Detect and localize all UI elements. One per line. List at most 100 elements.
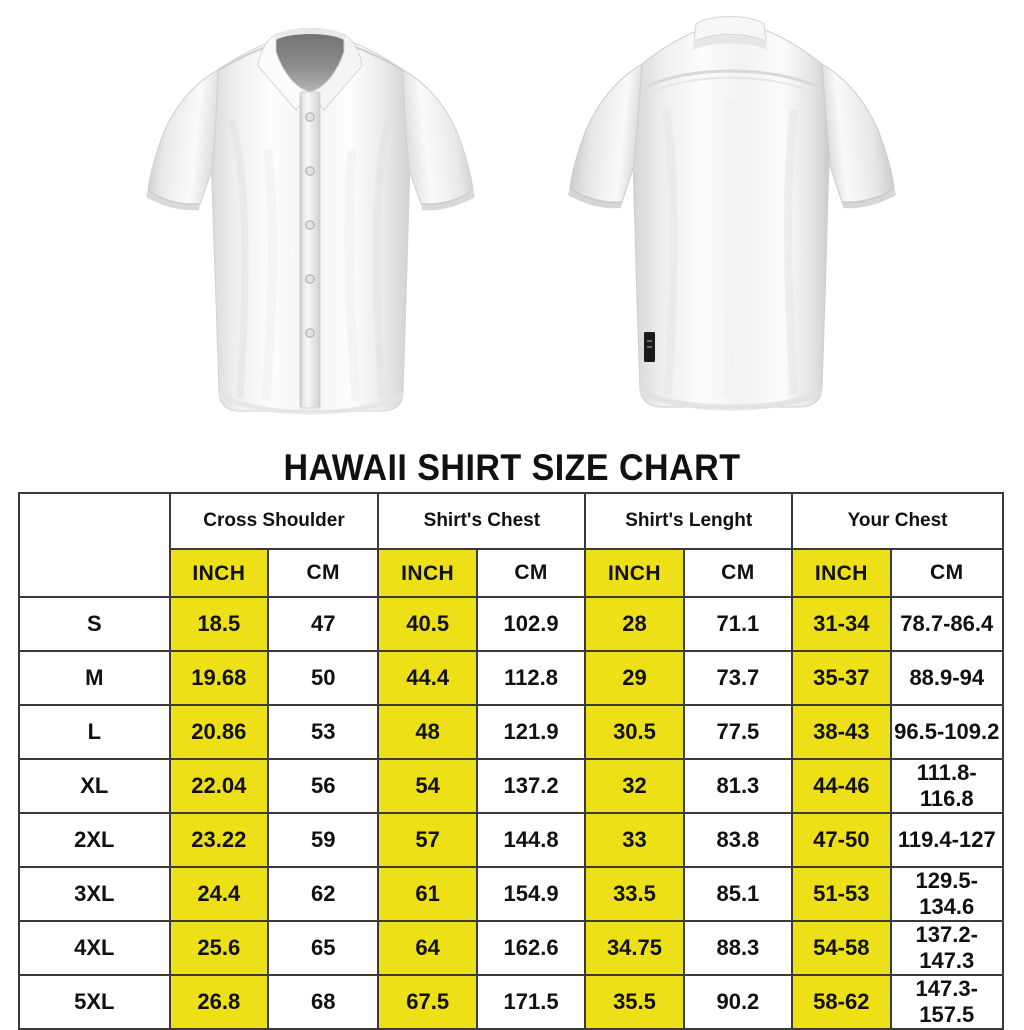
- cell-value: 30.5: [586, 706, 683, 758]
- group-header-shirts-chest: Shirt's Chest: [377, 492, 587, 550]
- group-header-shirts-length: Shirt's Lenght: [584, 492, 794, 550]
- shirt-button: [305, 112, 315, 122]
- cell-shirts-chest-cm: 144.8: [475, 812, 587, 868]
- shirt-front-right-sleeve: [402, 69, 474, 205]
- cell-your-chest-inch: 35-37: [791, 650, 892, 706]
- shirt-back-yoke-stitch: [651, 76, 813, 93]
- cell-cross-shoulder-inch: 24.4: [168, 866, 270, 922]
- cell-value: 28: [586, 598, 683, 650]
- shirt-collar-band: [276, 28, 344, 40]
- unit-header-cross-shoulder-cm: CM: [266, 548, 380, 598]
- size-label-cell: 2XL: [18, 812, 171, 868]
- group-header-cross-shoulder: Cross Shoulder: [168, 492, 380, 550]
- tag-print-line: [647, 346, 652, 348]
- cell-cross-shoulder-inch: 18.5: [168, 596, 270, 652]
- shirt-back-illustration: [568, 16, 896, 411]
- cell-value: 32: [586, 760, 683, 812]
- cell-your-chest-inch: 54-58: [791, 920, 892, 976]
- fabric-fold: [261, 149, 277, 401]
- cell-value: 54-58: [793, 922, 890, 974]
- table-row: 5XL 26.8 68 67.5 171.5 35.5 90.2 58-62 147.3-157…: [18, 974, 1004, 1030]
- cell-shirts-chest-inch: 40.5: [377, 596, 478, 652]
- cell-cross-shoulder-cm: 62: [266, 866, 380, 922]
- shirt-front-hem: [219, 392, 403, 415]
- shirt-button: [305, 328, 315, 338]
- table-row: XL 22.04 56 54 137.2 32 81.3 44-46 111.8-116.8: [18, 758, 1004, 814]
- cell-shirts-chest-inch: 57: [377, 812, 478, 868]
- cell-shirts-chest-cm: 162.6: [475, 920, 587, 976]
- cell-value: 35.5: [586, 976, 683, 1028]
- unit-header-shirts-length-inch: INCH: [584, 548, 685, 598]
- cell-value: 22.04: [170, 760, 267, 812]
- cell-value: 20.86: [170, 706, 267, 758]
- cell-your-chest-cm: 111.8-116.8: [889, 758, 1004, 814]
- cell-value: 23.22: [170, 814, 267, 866]
- cell-shirts-chest-inch: 44.4: [377, 650, 478, 706]
- cell-shirts-length-inch: 34.75: [584, 920, 685, 976]
- cell-shirts-length-cm: 73.7: [682, 650, 794, 706]
- cell-cross-shoulder-cm: 50: [266, 650, 380, 706]
- table-row: S 18.5 47 40.5 102.9 28 71.1 31-34 78.7-86.4: [18, 596, 1004, 652]
- cell-your-chest-inch: 31-34: [791, 596, 892, 652]
- cell-shirts-length-inch: 32: [584, 758, 685, 814]
- shirt-button: [305, 166, 315, 176]
- shirt-back-right-sleeve: [821, 63, 895, 203]
- cell-shirts-chest-cm: 171.5: [475, 974, 587, 1030]
- cell-cross-shoulder-inch: 19.68: [168, 650, 270, 706]
- cell-shirts-length-inch: 29: [584, 650, 685, 706]
- cell-cross-shoulder-inch: 25.6: [168, 920, 270, 976]
- fabric-fold: [344, 149, 361, 401]
- cell-value: 25.6: [170, 922, 267, 974]
- cell-value: 48: [379, 706, 476, 758]
- size-label-cell: S: [18, 596, 171, 652]
- cell-cross-shoulder-cm: 59: [266, 812, 380, 868]
- cell-value: 24.4: [170, 868, 267, 920]
- unit-header-shirts-chest-inch: INCH: [377, 548, 478, 598]
- cell-your-chest-cm: 147.3-157.5: [889, 974, 1004, 1030]
- table-row: M 19.68 50 44.4 112.8 29 73.7 35-37 88.9-94: [18, 650, 1004, 706]
- cell-shirts-length-inch: 30.5: [584, 704, 685, 760]
- cell-shirts-chest-inch: 54: [377, 758, 478, 814]
- cell-shirts-chest-cm: 137.2: [475, 758, 587, 814]
- cell-value: 64: [379, 922, 476, 974]
- cell-cross-shoulder-inch: 20.86: [168, 704, 270, 760]
- cell-shirts-chest-cm: 102.9: [475, 596, 587, 652]
- page-title: HAWAII SHIRT SIZE CHART: [283, 447, 741, 488]
- cell-value: 47-50: [793, 814, 890, 866]
- unit-label: INCH: [793, 550, 890, 596]
- cell-your-chest-cm: 88.9-94: [889, 650, 1004, 706]
- cell-shirts-length-cm: 77.5: [682, 704, 794, 760]
- size-chart-container: Cross Shoulder Shirt's Chest Shirt's Len…: [18, 492, 1004, 1030]
- group-header-your-chest: Your Chest: [791, 492, 1004, 550]
- cell-shirts-length-inch: 33: [584, 812, 685, 868]
- cell-cross-shoulder-inch: 22.04: [168, 758, 270, 814]
- cell-shirts-chest-inch: 61: [377, 866, 478, 922]
- cell-your-chest-inch: 44-46: [791, 758, 892, 814]
- cell-shirts-chest-cm: 112.8: [475, 650, 587, 706]
- cell-value: 61: [379, 868, 476, 920]
- cell-cross-shoulder-cm: 65: [266, 920, 380, 976]
- cell-cross-shoulder-cm: 47: [266, 596, 380, 652]
- cell-shirts-length-cm: 88.3: [682, 920, 794, 976]
- cell-value: 51-53: [793, 868, 890, 920]
- cell-cross-shoulder-cm: 68: [266, 974, 380, 1030]
- cell-value: 44.4: [379, 652, 476, 704]
- cell-shirts-chest-inch: 67.5: [377, 974, 478, 1030]
- shirt-back-hem: [640, 388, 822, 411]
- unit-label: INCH: [586, 550, 683, 596]
- unit-header-shirts-length-cm: CM: [682, 548, 794, 598]
- cell-your-chest-inch: 51-53: [791, 866, 892, 922]
- shirt-button: [305, 274, 315, 284]
- cell-your-chest-cm: 137.2-147.3: [889, 920, 1004, 976]
- cell-shirts-length-cm: 81.3: [682, 758, 794, 814]
- table-corner-cell: [18, 492, 171, 598]
- cell-shirts-chest-cm: 121.9: [475, 704, 587, 760]
- cell-cross-shoulder-cm: 56: [266, 758, 380, 814]
- cell-shirts-length-inch: 35.5: [584, 974, 685, 1030]
- shirt-front-right-cuff: [421, 190, 475, 211]
- cell-value: 33.5: [586, 868, 683, 920]
- shirt-button: [305, 220, 315, 230]
- size-label-cell: M: [18, 650, 171, 706]
- cell-your-chest-inch: 38-43: [791, 704, 892, 760]
- cell-shirts-length-cm: 83.8: [682, 812, 794, 868]
